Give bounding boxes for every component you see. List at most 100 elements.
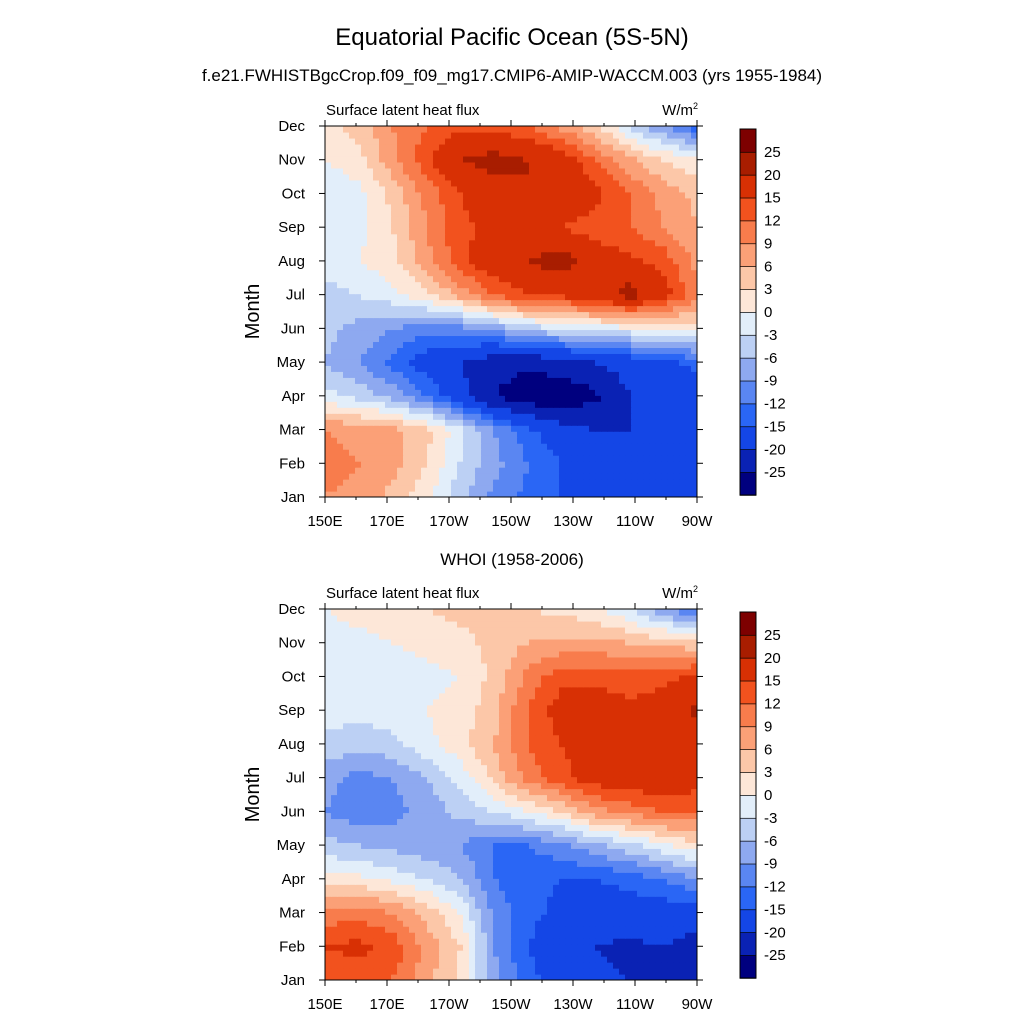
heatmap-cell bbox=[343, 455, 350, 462]
heatmap-cell bbox=[379, 431, 386, 438]
heatmap-cell bbox=[397, 950, 404, 957]
heatmap-cell bbox=[607, 956, 614, 963]
heatmap-cell bbox=[523, 341, 530, 348]
heatmap-cell bbox=[481, 896, 488, 903]
heatmap-cell bbox=[595, 185, 602, 193]
heatmap-cell bbox=[505, 209, 512, 217]
heatmap-cell bbox=[403, 449, 410, 456]
heatmap-cell bbox=[331, 884, 338, 891]
heatmap-cell bbox=[457, 932, 464, 939]
heatmap-cell bbox=[439, 341, 446, 348]
heatmap-cell bbox=[577, 227, 584, 235]
heatmap-cell bbox=[331, 353, 338, 360]
heatmap-cell bbox=[451, 407, 458, 414]
heatmap-cell bbox=[511, 323, 518, 331]
heatmap-cell bbox=[391, 383, 398, 390]
heatmap-cell bbox=[373, 251, 380, 259]
heatmap-cell bbox=[379, 401, 386, 408]
heatmap-cell bbox=[445, 491, 452, 497]
heatmap-cell bbox=[367, 491, 374, 497]
heatmap-cell bbox=[553, 149, 560, 157]
heatmap-cell bbox=[367, 281, 374, 289]
heatmap-cell bbox=[505, 335, 512, 343]
heatmap-cell bbox=[589, 191, 596, 199]
heatmap-cell bbox=[637, 209, 644, 217]
heatmap-cell bbox=[487, 215, 494, 223]
heatmap-cell bbox=[631, 245, 638, 253]
heatmap-cell bbox=[445, 365, 452, 372]
heatmap-cell bbox=[565, 191, 572, 199]
heatmap-cell bbox=[655, 191, 662, 199]
heatmap-cell bbox=[325, 473, 332, 480]
heatmap-cell bbox=[517, 149, 524, 157]
heatmap-cell bbox=[355, 449, 362, 456]
heatmap-cell bbox=[433, 275, 440, 283]
heatmap-cell bbox=[511, 329, 518, 337]
heatmap-cell bbox=[373, 401, 380, 408]
heatmap-cell bbox=[631, 143, 638, 151]
heatmap-cell bbox=[457, 473, 464, 480]
heatmap-cell bbox=[673, 179, 680, 187]
heatmap-cell bbox=[451, 467, 458, 474]
heatmap-cell bbox=[535, 485, 542, 492]
heatmap-cell bbox=[331, 293, 338, 301]
heatmap-cell bbox=[535, 221, 542, 229]
heatmap-cell bbox=[547, 245, 554, 253]
heatmap-cell bbox=[481, 401, 488, 408]
heatmap-cell bbox=[457, 419, 464, 426]
heatmap-cell bbox=[325, 329, 332, 337]
heatmap-cell bbox=[661, 227, 668, 235]
heatmap-cell bbox=[649, 197, 656, 205]
heatmap-cell bbox=[523, 479, 530, 486]
heatmap-cell bbox=[529, 305, 536, 313]
heatmap-cell bbox=[409, 143, 416, 151]
heatmap-cell bbox=[493, 908, 500, 915]
heatmap-cell bbox=[499, 293, 506, 301]
heatmap-cell bbox=[391, 263, 398, 271]
heatmap-cell bbox=[535, 461, 542, 468]
heatmap-cell bbox=[361, 257, 368, 265]
heatmap-cell bbox=[565, 239, 572, 247]
heatmap-cell bbox=[505, 950, 512, 957]
heatmap-cell bbox=[427, 461, 434, 468]
heatmap-cell bbox=[655, 263, 662, 271]
heatmap-cell bbox=[649, 419, 656, 426]
heatmap-cell bbox=[529, 467, 536, 474]
heatmap-cell bbox=[655, 932, 662, 939]
heatmap-cell bbox=[469, 443, 476, 450]
heatmap-cell bbox=[445, 335, 452, 343]
heatmap-cell bbox=[397, 377, 404, 384]
heatmap-cell bbox=[361, 191, 368, 199]
heatmap-cell bbox=[559, 155, 566, 163]
heatmap-cell bbox=[607, 455, 614, 462]
heatmap-cell bbox=[355, 908, 362, 915]
heatmap-cell bbox=[499, 968, 506, 975]
heatmap-cell bbox=[559, 962, 566, 969]
heatmap-cell bbox=[463, 281, 470, 289]
heatmap-cell bbox=[475, 938, 482, 945]
heatmap-cell bbox=[451, 311, 458, 319]
heatmap-cell bbox=[637, 227, 644, 235]
heatmap-cell bbox=[517, 932, 524, 939]
heatmap-cell bbox=[439, 149, 446, 157]
heatmap-cell bbox=[397, 371, 404, 378]
heatmap-cell bbox=[571, 335, 578, 343]
heatmap-cell bbox=[553, 950, 560, 957]
heatmap-cell bbox=[673, 257, 680, 265]
heatmap-cell bbox=[481, 329, 488, 337]
heatmap-cell bbox=[523, 173, 530, 181]
heatmap-cell bbox=[403, 329, 410, 337]
heatmap-cell bbox=[391, 908, 398, 915]
heatmap-cell bbox=[355, 323, 362, 331]
heatmap-cell bbox=[649, 890, 656, 897]
heatmap-cell bbox=[523, 914, 530, 921]
heatmap-cell bbox=[397, 449, 404, 456]
heatmap-cell bbox=[421, 455, 428, 462]
heatmap-cell bbox=[385, 383, 392, 390]
heatmap-cell bbox=[649, 281, 656, 289]
heatmap-cell bbox=[451, 449, 458, 456]
heatmap-cell bbox=[667, 149, 674, 157]
heatmap-cell bbox=[361, 473, 368, 480]
heatmap-cell bbox=[565, 449, 572, 456]
heatmap-cell bbox=[367, 437, 374, 444]
